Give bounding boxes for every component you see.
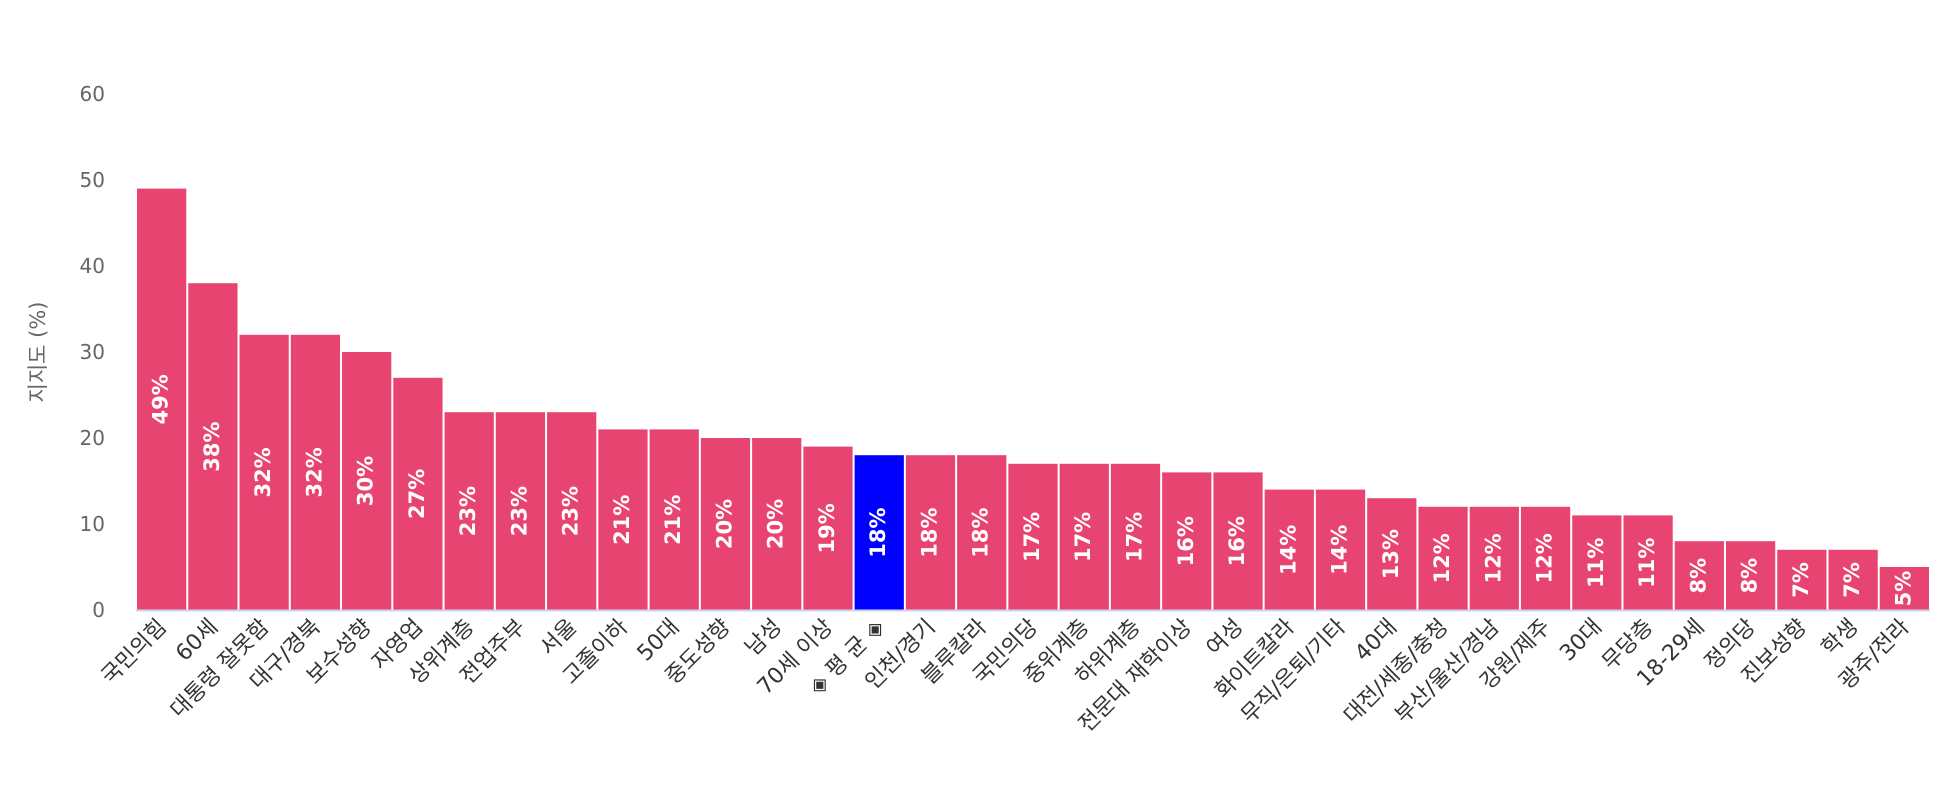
- data-label: 32%: [302, 447, 326, 497]
- data-label: 23%: [456, 486, 480, 536]
- bar: [444, 412, 494, 610]
- data-label: 7%: [1789, 562, 1813, 598]
- bar: [1162, 472, 1212, 610]
- data-labels: 49% 38% 32% 32% 30% 27% 23% 23% 23% 21% 21% 20% 20% 1…: [149, 374, 1916, 606]
- bar: [393, 377, 443, 610]
- data-label: 32%: [251, 447, 275, 497]
- data-label: 20%: [712, 499, 736, 549]
- bar: [1674, 541, 1724, 610]
- data-label: 21%: [610, 495, 634, 545]
- bar: [803, 446, 853, 610]
- bar-series: [137, 188, 1929, 610]
- bar: [1213, 472, 1263, 610]
- data-label: 17%: [1123, 512, 1147, 562]
- data-label: 16%: [1174, 516, 1198, 566]
- bar: [547, 412, 597, 610]
- data-label: 11%: [1584, 538, 1608, 588]
- bar: [1828, 549, 1878, 610]
- data-label: 12%: [1533, 533, 1557, 583]
- data-label: 38%: [200, 421, 224, 471]
- bar: [1315, 489, 1366, 610]
- y-axis-ticks: 0 10 20 30 40 50 60: [80, 82, 105, 622]
- bar: [700, 438, 751, 610]
- y-axis-title: 지지도 (%): [26, 302, 50, 403]
- bar: [495, 412, 546, 610]
- data-label: 8%: [1738, 558, 1762, 594]
- data-label: 12%: [1430, 533, 1454, 583]
- bar: [1623, 515, 1673, 610]
- data-label: 18%: [917, 507, 941, 557]
- y-tick-label: 10: [80, 512, 105, 536]
- bar: [137, 188, 187, 610]
- data-label: 5%: [1891, 571, 1915, 607]
- data-label: 7%: [1840, 562, 1864, 598]
- data-label: 49%: [149, 374, 173, 424]
- bar: [290, 334, 341, 610]
- bar: [598, 429, 648, 610]
- bar: [1264, 489, 1314, 610]
- data-label: 11%: [1635, 538, 1659, 588]
- y-tick-label: 30: [80, 340, 105, 364]
- bar: [1418, 506, 1468, 610]
- bar: [1110, 463, 1161, 610]
- data-label: 17%: [1071, 512, 1095, 562]
- bar: [1520, 506, 1571, 610]
- data-label: 14%: [1328, 525, 1352, 575]
- bar: [957, 455, 1007, 610]
- data-label: 16%: [1225, 516, 1249, 566]
- data-label: 27%: [405, 469, 429, 519]
- bar: [239, 334, 289, 610]
- bar: [1008, 463, 1058, 610]
- data-label: 30%: [354, 456, 378, 506]
- data-label: 21%: [661, 495, 685, 545]
- bar: [1469, 506, 1519, 610]
- data-label: 12%: [1481, 533, 1505, 583]
- y-tick-label: 40: [80, 254, 105, 278]
- bar: [188, 283, 238, 610]
- data-label: 20%: [764, 499, 788, 549]
- bar: [649, 429, 699, 610]
- y-tick-label: 20: [80, 426, 105, 450]
- bar: [854, 455, 904, 610]
- data-label: 19%: [815, 503, 839, 553]
- data-label: 18%: [866, 507, 890, 557]
- bar: [905, 455, 956, 610]
- bar: [1059, 463, 1109, 610]
- bar: [342, 352, 392, 610]
- data-label: 17%: [1020, 512, 1044, 562]
- data-label: 23%: [507, 486, 531, 536]
- data-label: 14%: [1276, 525, 1300, 575]
- bar: [1777, 549, 1827, 610]
- y-tick-label: 60: [80, 82, 105, 106]
- data-label: 13%: [1379, 529, 1403, 579]
- bar: [752, 438, 802, 610]
- bar: [1725, 541, 1776, 610]
- bar: [1879, 567, 1929, 610]
- x-category-label: 국민의힘: [97, 615, 172, 690]
- data-label: 8%: [1686, 558, 1710, 594]
- data-label: 18%: [969, 507, 993, 557]
- bar: [1367, 498, 1417, 610]
- y-tick-label: 50: [80, 168, 105, 192]
- y-tick-label: 0: [92, 598, 105, 622]
- data-label: 23%: [559, 486, 583, 536]
- bar: [1572, 515, 1622, 610]
